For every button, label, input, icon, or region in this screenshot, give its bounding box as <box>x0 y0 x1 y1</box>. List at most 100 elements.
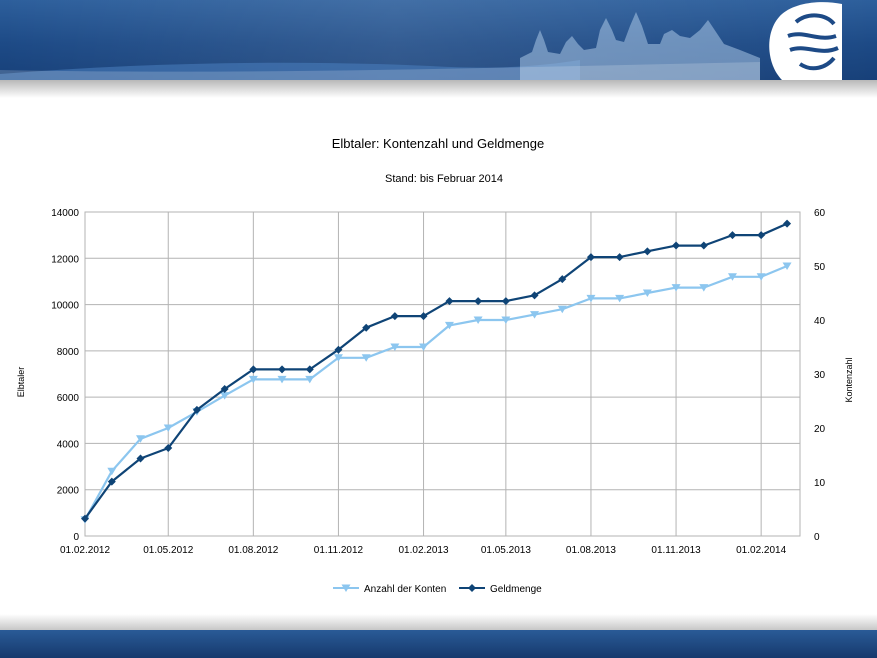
y-tick-label: 8000 <box>57 347 80 358</box>
data-point <box>81 514 89 523</box>
data-point <box>136 454 145 463</box>
data-point <box>473 316 483 324</box>
x-tick-label: 01.11.2012 <box>314 545 364 556</box>
data-point <box>419 312 428 321</box>
legend-item: Anzahl der Konten <box>333 584 446 595</box>
data-point <box>530 311 540 319</box>
axis-layer: 0 2000 4000 6000 8000 10000 12000 14000 0 10 20 30 4… <box>51 208 825 556</box>
y2-tick-label: 40 <box>814 316 826 327</box>
data-point <box>249 365 258 374</box>
series-line <box>84 264 788 521</box>
legend: Anzahl der Konten Geldmenge <box>333 584 542 595</box>
chart-title: Elbtaler: Kontenzahl und Geldmenge <box>332 136 544 151</box>
data-point <box>220 385 229 394</box>
x-tick-label: 01.08.2012 <box>228 545 278 556</box>
y2-tick-label: 20 <box>814 424 826 435</box>
y-tick-label: 12000 <box>51 254 79 265</box>
data-point <box>699 241 708 250</box>
data-point <box>163 424 173 432</box>
legend-label: Anzahl der Konten <box>364 584 446 595</box>
data-point <box>444 321 454 330</box>
y-tick-label: 0 <box>73 532 79 543</box>
grid-layer <box>84 211 801 537</box>
data-point <box>107 477 116 486</box>
y2-tick-label: 0 <box>814 532 820 543</box>
x-tick-label: 01.08.2013 <box>566 545 616 556</box>
data-point <box>783 219 792 228</box>
data-point <box>728 231 737 240</box>
y-tick-label: 10000 <box>51 301 79 312</box>
data-point <box>501 316 511 324</box>
data-point <box>278 365 287 374</box>
plot-area <box>84 211 801 537</box>
legend-label: Geldmenge <box>490 584 542 595</box>
data-point <box>756 273 766 281</box>
data-point <box>390 312 399 321</box>
legend-marker <box>341 584 351 592</box>
data-point <box>558 275 567 284</box>
data-point <box>586 253 595 262</box>
chart-subtitle: Stand: bis Februar 2014 <box>385 173 503 185</box>
city-skyline-icon <box>0 12 760 80</box>
x-tick-label: 01.11.2013 <box>651 545 701 556</box>
data-point <box>305 365 314 374</box>
legend-marker <box>468 584 476 592</box>
data-point <box>220 392 230 400</box>
y-axis-label: Elbtaler <box>16 367 26 398</box>
footer-shadow <box>0 614 877 630</box>
data-point <box>333 354 343 362</box>
x-tick-label: 01.02.2012 <box>60 545 110 556</box>
data-point <box>782 262 792 270</box>
data-point <box>672 241 681 250</box>
y2-tick-label: 30 <box>814 370 826 381</box>
data-point <box>164 444 173 453</box>
y-tick-label: 4000 <box>57 439 80 450</box>
y2-axis-label: Kontenzahl <box>844 357 854 402</box>
data-point <box>642 289 652 297</box>
data-point <box>557 305 567 314</box>
data-point <box>586 294 596 303</box>
data-point <box>501 297 510 306</box>
data-point <box>362 323 371 332</box>
y-tick-label: 14000 <box>51 208 79 219</box>
data-point <box>192 405 201 414</box>
data-point <box>727 273 737 281</box>
data-point <box>248 375 258 384</box>
data-point <box>757 231 766 240</box>
data-point <box>277 375 287 384</box>
y-tick-label: 6000 <box>57 393 80 404</box>
data-point <box>643 247 652 256</box>
data-point <box>361 354 371 362</box>
x-tick-label: 01.05.2013 <box>481 545 531 556</box>
data-point <box>107 467 117 476</box>
data-point <box>305 375 315 384</box>
data-point <box>445 297 454 306</box>
y-tick-label: 2000 <box>57 486 80 497</box>
series-geldmenge <box>81 219 792 523</box>
data-point <box>699 284 709 292</box>
data-point <box>530 291 539 300</box>
data-point <box>615 294 625 303</box>
banner-shadow <box>0 80 877 98</box>
legend-item: Geldmenge <box>459 584 542 595</box>
series-layer <box>80 219 792 524</box>
x-tick-label: 01.02.2013 <box>399 545 449 556</box>
header-banner <box>0 0 877 80</box>
data-point <box>390 343 400 351</box>
data-point <box>474 297 483 306</box>
x-tick-label: 01.05.2012 <box>143 545 193 556</box>
data-point <box>419 343 429 351</box>
data-point <box>615 253 624 262</box>
y2-tick-label: 60 <box>814 208 826 219</box>
y2-tick-label: 50 <box>814 262 826 273</box>
series-anzahl-konten <box>80 262 792 524</box>
footer-bar <box>0 630 877 658</box>
data-point <box>334 345 343 354</box>
y2-tick-label: 10 <box>814 478 826 489</box>
elbtaler-logo-icon <box>769 2 842 80</box>
series-line <box>84 222 788 520</box>
x-tick-label: 01.02.2014 <box>736 545 786 556</box>
data-point <box>671 284 681 292</box>
data-point <box>135 435 145 443</box>
